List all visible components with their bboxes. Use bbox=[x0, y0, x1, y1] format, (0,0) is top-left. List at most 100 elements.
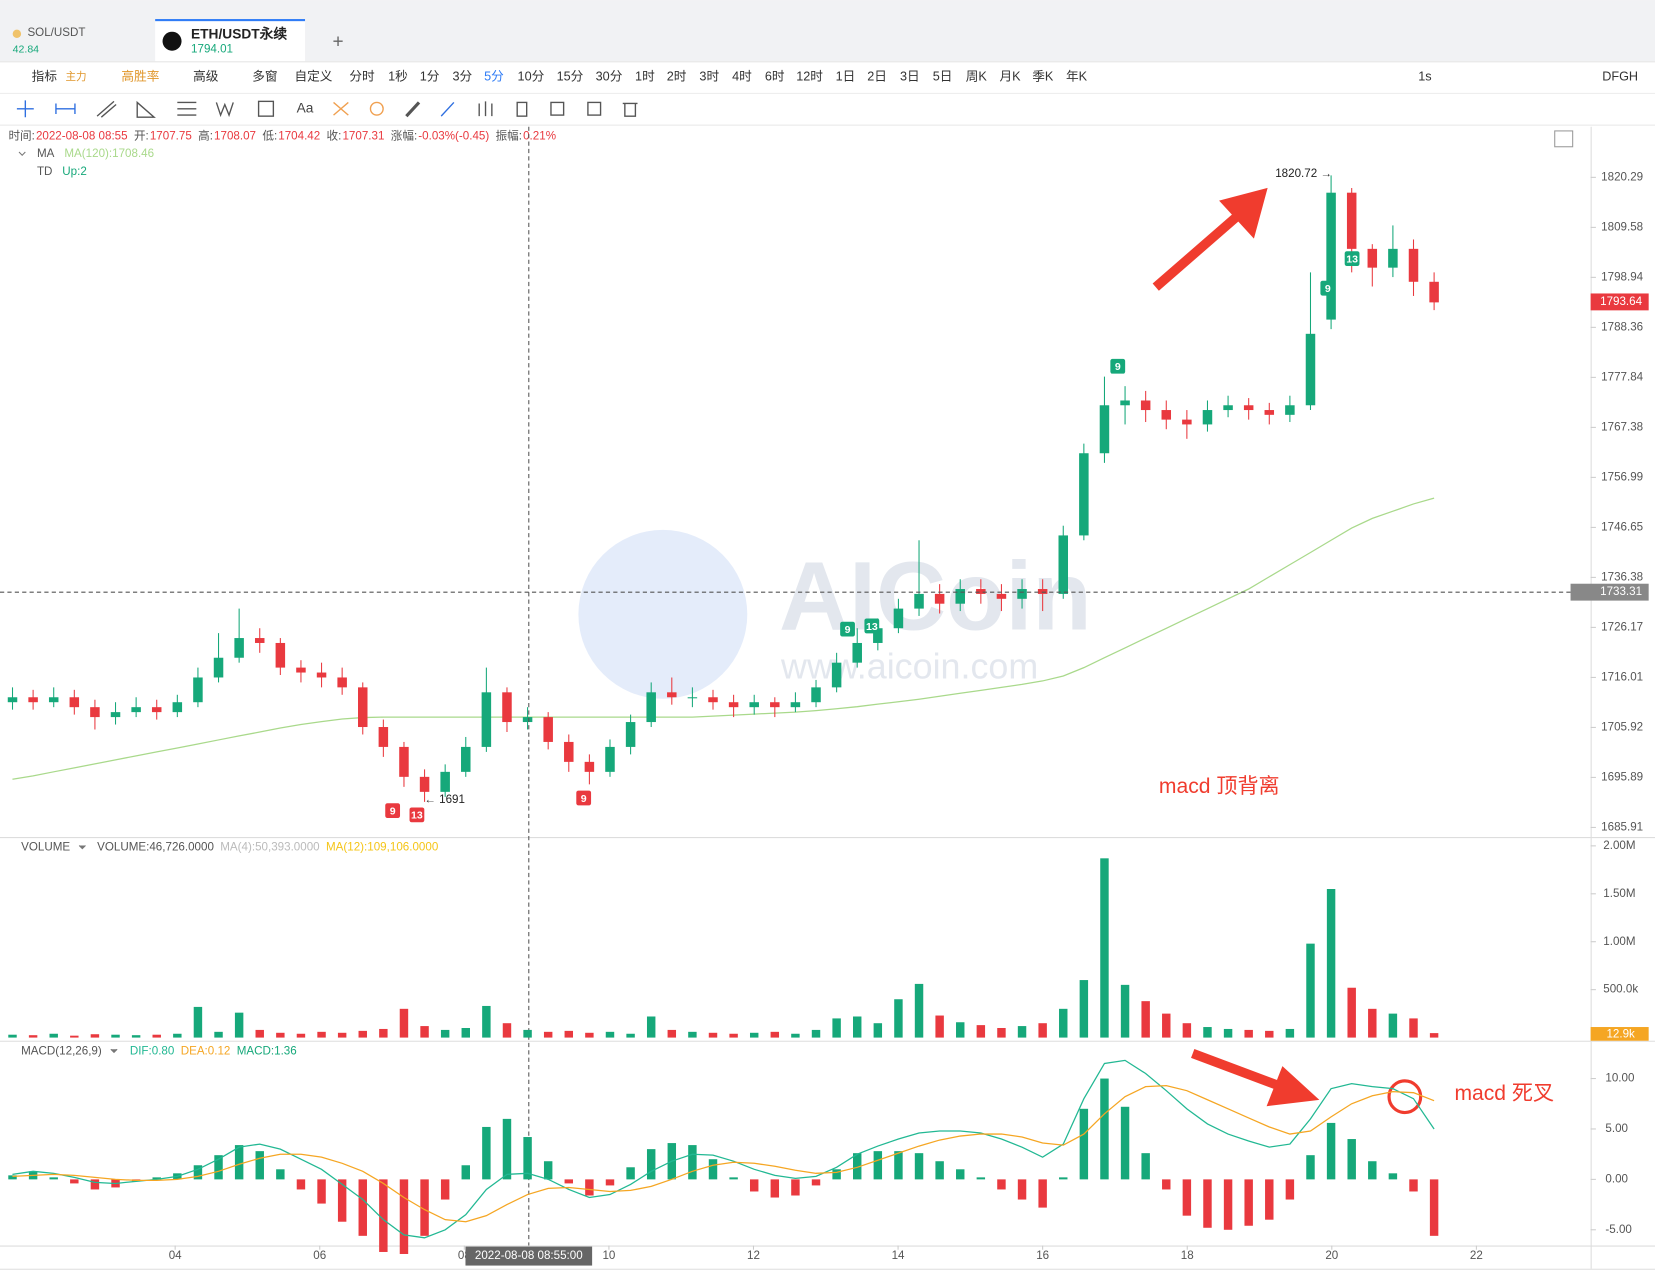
info-label: 开: bbox=[134, 129, 149, 142]
toolbar-item[interactable]: 年K bbox=[1066, 69, 1088, 83]
toolbar-item[interactable]: 6时 bbox=[765, 69, 785, 83]
volume-bar bbox=[853, 1016, 862, 1038]
toolbar-item[interactable]: 12时 bbox=[796, 69, 823, 83]
td-badge bbox=[1344, 251, 1360, 267]
volume-bar bbox=[646, 1016, 656, 1038]
candle-body bbox=[584, 761, 595, 772]
annotation-arrow bbox=[1152, 205, 1249, 291]
volume-bar bbox=[811, 1029, 821, 1038]
toolbar-item[interactable]: 1分 bbox=[420, 69, 440, 83]
add-tab[interactable]: + bbox=[332, 31, 343, 52]
volume-bar bbox=[461, 1027, 470, 1038]
td-badge bbox=[1110, 358, 1126, 374]
toolbar-item[interactable]: 高级 bbox=[193, 68, 219, 83]
toolbar-item[interactable]: 1秒 bbox=[388, 69, 408, 83]
tool-icon[interactable] bbox=[440, 101, 455, 117]
toolbar-item[interactable]: 4时 bbox=[732, 69, 752, 83]
tool-icon[interactable] bbox=[369, 101, 384, 116]
toolbar-item[interactable]: 季K bbox=[1032, 69, 1054, 83]
candle-body bbox=[151, 707, 162, 713]
macd-bar bbox=[523, 1137, 532, 1180]
legend-toggle[interactable] bbox=[110, 1048, 118, 1054]
toolbar-item[interactable]: 分时 bbox=[349, 69, 375, 83]
candle-body bbox=[564, 741, 574, 762]
tool-icon[interactable] bbox=[550, 101, 565, 116]
legend-toggle[interactable] bbox=[18, 151, 26, 156]
tab-symbol[interactable]: ETH/USDT永续 bbox=[191, 25, 287, 41]
tool-icon[interactable] bbox=[16, 100, 34, 118]
info-label: 低: bbox=[262, 129, 277, 142]
volume-bar bbox=[296, 1033, 306, 1038]
candle-body bbox=[213, 657, 224, 678]
toolbar-item[interactable]: 指标 bbox=[32, 69, 58, 83]
volume-bar bbox=[585, 1032, 594, 1038]
toolbar-item[interactable]: 1时 bbox=[635, 69, 655, 83]
macd-bar bbox=[729, 1177, 738, 1180]
toolbar-item[interactable]: 3日 bbox=[900, 69, 920, 83]
toolbar-item[interactable]: 多窗 bbox=[252, 69, 277, 83]
tool-icon[interactable]: Aa bbox=[297, 100, 314, 115]
tool-icon[interactable] bbox=[516, 101, 528, 117]
candle-body bbox=[1099, 405, 1110, 454]
macd-line bbox=[12, 1059, 1435, 1239]
tool-icon[interactable] bbox=[587, 101, 602, 116]
tool-icon[interactable] bbox=[177, 101, 197, 116]
fullscreen-button[interactable] bbox=[1554, 130, 1574, 148]
toolbar-item[interactable]: 周K bbox=[966, 69, 988, 83]
candle-body bbox=[337, 677, 347, 688]
macd-bar bbox=[997, 1179, 1006, 1190]
macd-bar bbox=[894, 1151, 903, 1180]
macd-bar bbox=[337, 1179, 347, 1222]
tool-icon[interactable] bbox=[136, 100, 156, 118]
toolbar-item[interactable]: 月K bbox=[1000, 69, 1022, 83]
volume-bar bbox=[1038, 1023, 1047, 1038]
toolbar-item[interactable]: 15分 bbox=[557, 69, 584, 83]
toolbar-item[interactable]: 1日 bbox=[836, 69, 856, 83]
toolbar-item[interactable]: 10分 bbox=[518, 69, 545, 83]
candle-body bbox=[1182, 419, 1192, 425]
tool-icon[interactable] bbox=[405, 101, 421, 118]
tool-icon[interactable] bbox=[96, 100, 117, 118]
tool-icon[interactable] bbox=[55, 103, 76, 115]
macd-bar bbox=[1203, 1179, 1212, 1228]
tool-icon[interactable] bbox=[215, 102, 234, 118]
volume-bar bbox=[1079, 980, 1089, 1038]
volume-bar bbox=[90, 1034, 100, 1038]
toolbar-item[interactable]: 30分 bbox=[596, 69, 623, 83]
tool-icon[interactable] bbox=[257, 100, 275, 117]
toolbar-item[interactable]: 自定义 bbox=[294, 69, 332, 83]
candle-body bbox=[275, 642, 286, 668]
info-value: 0.21% bbox=[523, 129, 556, 142]
candle-body bbox=[1120, 400, 1130, 406]
macd-bar bbox=[1368, 1161, 1377, 1180]
candle-body bbox=[296, 667, 306, 673]
toolbar-item[interactable]: 1s bbox=[1418, 69, 1431, 83]
candle-body bbox=[48, 697, 59, 703]
toolbar-item[interactable]: 2日 bbox=[867, 69, 887, 83]
macd-bar bbox=[1306, 1155, 1315, 1180]
legend-value: MA(4):50,393.0000 bbox=[220, 841, 319, 854]
candle-body bbox=[728, 702, 739, 708]
tool-icon[interactable] bbox=[478, 101, 493, 117]
toolbar-item[interactable]: DFGH bbox=[1602, 69, 1638, 83]
volume-bar bbox=[131, 1035, 141, 1038]
volume-bar bbox=[935, 1015, 944, 1038]
macd-bar bbox=[564, 1179, 574, 1184]
x-tick-label: 06 bbox=[313, 1249, 326, 1262]
toolbar-item[interactable]: 3时 bbox=[699, 69, 719, 83]
toolbar-item[interactable]: 5日 bbox=[933, 69, 953, 83]
volume-bar bbox=[956, 1022, 965, 1038]
toolbar-item[interactable]: 5分 bbox=[484, 69, 504, 83]
td-label: 13 bbox=[411, 810, 423, 822]
toolbar-item[interactable]: 主力 bbox=[65, 70, 86, 83]
tab-symbol[interactable]: SOL/USDT bbox=[27, 26, 85, 39]
tool-icon[interactable] bbox=[333, 101, 349, 116]
toolbar-item[interactable]: 3分 bbox=[452, 69, 472, 83]
legend-toggle[interactable] bbox=[78, 845, 86, 850]
info-label: 振幅: bbox=[496, 128, 522, 142]
toolbar-item[interactable]: 2时 bbox=[667, 69, 687, 83]
volume-bar bbox=[1017, 1026, 1027, 1038]
td-badge bbox=[409, 807, 425, 823]
toolbar-item[interactable]: 高胜率 bbox=[121, 68, 159, 83]
tool-icon[interactable] bbox=[622, 102, 638, 117]
